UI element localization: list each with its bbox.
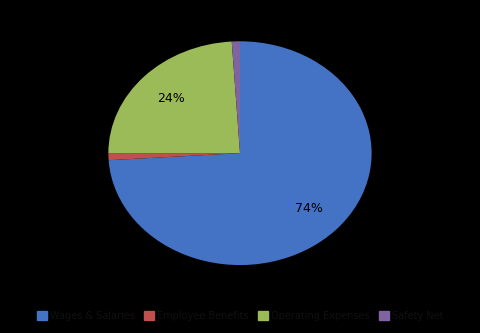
Wedge shape bbox=[108, 153, 240, 160]
Wedge shape bbox=[232, 41, 240, 153]
Wedge shape bbox=[108, 41, 372, 265]
Wedge shape bbox=[108, 42, 240, 153]
Legend: Wages & Salaries, Employee Benefits, Operating Expenses, Safety Net: Wages & Salaries, Employee Benefits, Ope… bbox=[33, 307, 447, 325]
Text: 74%: 74% bbox=[295, 202, 323, 215]
Text: 24%: 24% bbox=[157, 92, 185, 105]
